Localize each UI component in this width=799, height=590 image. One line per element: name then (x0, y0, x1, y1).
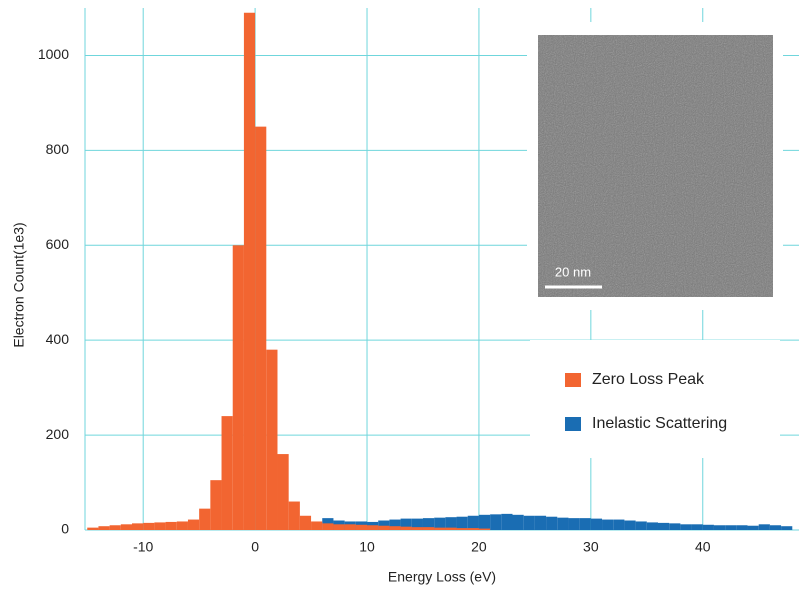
histogram-bar (322, 523, 334, 530)
inset: 20 nm (527, 22, 783, 310)
histogram-bar (378, 525, 390, 530)
histogram-bar (546, 516, 558, 530)
histogram-bar (232, 245, 244, 531)
y-axis-label: Electron Count(1e3) (11, 222, 27, 347)
histogram-bar (199, 508, 211, 530)
histogram-bar (243, 12, 256, 530)
histogram-bar (422, 518, 435, 530)
histogram-bar (434, 517, 446, 530)
histogram-bar (747, 525, 759, 530)
histogram-bar (87, 527, 99, 530)
histogram-bar (367, 525, 379, 530)
histogram-bar (389, 526, 401, 530)
histogram-bar (120, 524, 133, 530)
histogram-bar (445, 527, 457, 530)
y-tick-label: 600 (46, 236, 70, 252)
histogram-bar (490, 514, 502, 530)
histogram-bar (132, 523, 144, 530)
histogram-bar (221, 416, 233, 530)
histogram-bar (109, 525, 121, 530)
x-tick-label: -10 (133, 539, 153, 555)
histogram-bar (434, 527, 446, 530)
histogram-bar (680, 524, 692, 530)
histogram-bar (590, 518, 603, 530)
legend-swatch (565, 373, 581, 387)
histogram-bar (478, 528, 491, 530)
histogram-bar (691, 524, 703, 530)
histogram-bar (355, 524, 368, 530)
legend-swatch (565, 417, 581, 431)
legend: Zero Loss Peak Inelastic Scattering (530, 340, 780, 458)
histogram-bar (646, 522, 658, 530)
histogram-bar (422, 527, 435, 530)
histogram-bar (143, 522, 155, 530)
histogram-bar (456, 528, 468, 530)
histogram-bar (557, 517, 569, 530)
histogram-bar (478, 514, 491, 530)
histogram-bar (624, 520, 636, 530)
y-tick-label: 0 (61, 521, 69, 537)
y-tick-label: 200 (46, 426, 70, 442)
y-tick-label: 1000 (38, 46, 69, 62)
histogram-bar (333, 524, 345, 530)
histogram-bar (534, 515, 547, 530)
histogram-bar (501, 513, 513, 530)
y-tick-label: 800 (46, 141, 70, 157)
histogram-bar (579, 518, 591, 530)
legend-label: Inelastic Scattering (592, 415, 727, 432)
legend-label: Zero Loss Peak (592, 371, 705, 388)
x-tick-label: 30 (583, 539, 599, 555)
x-axis-label: Energy Loss (eV) (388, 569, 496, 585)
histogram-bar (311, 521, 323, 530)
histogram-bar (613, 519, 625, 530)
histogram-bar (781, 526, 793, 530)
histogram-bar (758, 524, 770, 530)
histogram-bar (702, 524, 714, 530)
histogram-bar (657, 522, 670, 530)
histogram-bar (187, 519, 200, 530)
histogram-bar (400, 518, 412, 530)
histogram-bar (299, 515, 312, 530)
histogram-bar (400, 526, 412, 530)
histogram-bar (769, 525, 782, 530)
histogram-bar (467, 515, 479, 530)
histogram-bar (165, 521, 177, 530)
histogram-bar (98, 526, 110, 530)
histogram-bar (523, 515, 535, 530)
histogram-bar (635, 521, 647, 530)
histogram-bar (210, 480, 222, 530)
histogram-bar (512, 514, 524, 530)
histogram-bar (725, 525, 737, 530)
histogram-bar (154, 522, 166, 530)
histogram-bar (389, 519, 401, 530)
histogram-bar (378, 520, 390, 530)
inset-image (538, 35, 773, 297)
histogram-bar (277, 454, 289, 530)
scale-label: 20 nm (555, 264, 591, 279)
histogram-bar (288, 501, 300, 530)
x-tick-label: 40 (695, 539, 711, 555)
histogram-bar (344, 524, 356, 530)
histogram-bar (456, 516, 468, 530)
histogram-bar (411, 527, 423, 530)
histogram-bar (266, 349, 278, 530)
histogram-bar (669, 523, 681, 530)
histogram-bar (445, 517, 457, 530)
y-tick-label: 400 (46, 331, 70, 347)
histogram-bar (602, 519, 614, 530)
x-tick-label: 0 (251, 539, 259, 555)
histogram-bar (568, 518, 580, 530)
x-tick-label: 10 (359, 539, 375, 555)
histogram-bar (467, 528, 479, 530)
legend-box (530, 340, 780, 458)
histogram-bar (713, 525, 726, 530)
x-tick-label: 20 (471, 539, 487, 555)
histogram-bar (736, 525, 748, 530)
histogram-bar (176, 521, 188, 530)
histogram-bar (255, 126, 267, 531)
histogram-bar (411, 518, 423, 530)
